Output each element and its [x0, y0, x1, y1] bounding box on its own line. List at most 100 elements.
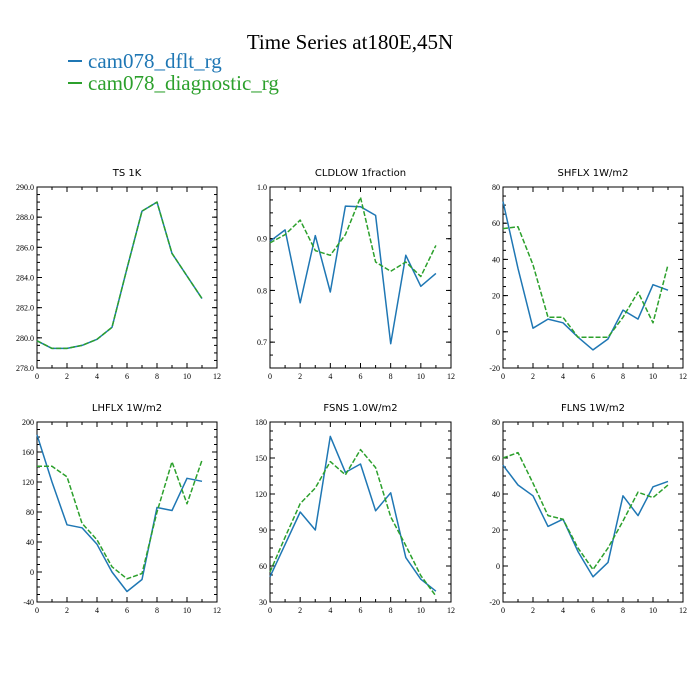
- y-tick-label-shflx: 20: [492, 292, 500, 301]
- x-tick-label-cldlow: 6: [359, 372, 363, 381]
- series-line-dflt-flns: [502, 464, 669, 578]
- x-tick-label-flns: 12: [679, 606, 687, 615]
- y-tick-label-ts: 288.0: [16, 213, 34, 222]
- y-tick-label-cldlow: 0.9: [257, 235, 267, 244]
- x-tick-label-ts: 2: [65, 372, 69, 381]
- y-tick-label-fsns: 30: [259, 598, 267, 607]
- chart-title-flns: FLNS 1W/m2: [561, 403, 625, 414]
- plot-frame-shflx: [502, 186, 684, 369]
- y-tick-label-lhflx: -40: [23, 598, 34, 607]
- x-tick-label-fsns: 10: [417, 606, 425, 615]
- series-line-diagnostic-flns: [502, 451, 669, 571]
- x-tick-label-lhflx: 4: [95, 606, 99, 615]
- y-tick-label-fsns: 60: [259, 562, 267, 571]
- y-tick-label-shflx: 0: [496, 328, 500, 337]
- x-tick-label-cldlow: 8: [389, 372, 393, 381]
- x-tick-label-lhflx: 8: [155, 606, 159, 615]
- chart-title-shflx: SHFLX 1W/m2: [558, 168, 629, 179]
- x-tick-label-cldlow: 2: [298, 372, 302, 381]
- y-tick-label-ts: 278.0: [16, 364, 34, 373]
- x-tick-label-shflx: 6: [591, 372, 595, 381]
- y-tick-label-cldlow: 0.7: [257, 338, 267, 347]
- x-tick-label-fsns: 12: [447, 606, 455, 615]
- y-tick-label-lhflx: 40: [26, 538, 34, 547]
- x-tick-label-shflx: 2: [531, 372, 535, 381]
- y-tick-label-flns: 40: [492, 490, 500, 499]
- x-tick-label-lhflx: 0: [35, 606, 39, 615]
- y-tick-label-lhflx: 80: [26, 508, 34, 517]
- series-line-diagnostic-cldlow: [269, 196, 437, 278]
- plot-frame-flns: [502, 421, 684, 603]
- y-tick-label-lhflx: 0: [30, 568, 34, 577]
- x-tick-label-shflx: 10: [649, 372, 657, 381]
- y-tick-label-flns: -20: [489, 598, 500, 607]
- series-line-dflt-ts: [36, 201, 203, 350]
- x-tick-label-flns: 4: [561, 606, 565, 615]
- y-tick-label-lhflx: 160: [22, 448, 34, 457]
- x-tick-label-ts: 12: [213, 372, 221, 381]
- series-line-diagnostic-lhflx: [37, 460, 203, 580]
- legend: cam078_dflt_rg cam078_diagnostic_rg: [68, 50, 279, 94]
- series-line-diagnostic-shflx: [502, 226, 669, 338]
- x-tick-label-lhflx: 12: [213, 606, 221, 615]
- legend-item-dflt: cam078_dflt_rg: [68, 50, 279, 72]
- chart-cldlow: CLDLOW 1fraction 0 2 4 6 8 10 12 0.7 0.8 0.9 1.0: [257, 168, 455, 381]
- series-line-diagnostic-ts: [36, 201, 203, 350]
- series-line-dflt-lhflx: [36, 434, 203, 593]
- x-tick-label-fsns: 6: [359, 606, 363, 615]
- legend-label-diagnostic: cam078_diagnostic_rg: [88, 71, 279, 95]
- x-tick-label-ts: 10: [183, 372, 191, 381]
- y-tick-label-shflx: -20: [489, 364, 500, 373]
- y-tick-label-flns: 60: [492, 454, 500, 463]
- x-tick-label-fsns: 0: [268, 606, 272, 615]
- plot-frame-lhflx: [36, 421, 218, 603]
- y-tick-label-lhflx: 120: [22, 478, 34, 487]
- x-tick-label-shflx: 0: [501, 372, 505, 381]
- x-tick-label-lhflx: 2: [65, 606, 69, 615]
- x-tick-label-shflx: 12: [679, 372, 687, 381]
- y-tick-label-ts: 284.0: [16, 274, 34, 283]
- y-tick-label-fsns: 90: [259, 526, 267, 535]
- x-tick-label-shflx: 4: [561, 372, 565, 381]
- chart-fsns: FSNS 1.0W/m2 0 2 4 6 8 10 12 30 60 90 120 150 180: [255, 403, 455, 615]
- plot-frame-ts: [36, 186, 218, 369]
- x-tick-label-shflx: 8: [621, 372, 625, 381]
- x-tick-label-flns: 0: [501, 606, 505, 615]
- y-tick-label-flns: 80: [492, 418, 500, 427]
- series-line-dflt-fsns: [269, 435, 437, 592]
- x-tick-label-flns: 2: [531, 606, 535, 615]
- y-tick-label-cldlow: 0.8: [257, 286, 267, 295]
- x-tick-label-fsns: 2: [298, 606, 302, 615]
- x-tick-label-ts: 8: [155, 372, 159, 381]
- x-tick-label-fsns: 4: [328, 606, 332, 615]
- series-line-dflt-cldlow: [269, 205, 437, 345]
- x-tick-label-fsns: 8: [389, 606, 393, 615]
- plot-frame-cldlow: [269, 186, 452, 369]
- chart-title-ts: TS 1K: [112, 168, 142, 179]
- y-tick-label-fsns: 120: [255, 490, 267, 499]
- x-tick-label-cldlow: 10: [417, 372, 425, 381]
- x-tick-label-lhflx: 6: [125, 606, 129, 615]
- y-tick-label-cldlow: 1.0: [257, 183, 267, 192]
- y-tick-label-ts: 290.0: [16, 183, 34, 192]
- chart-title-cldlow: CLDLOW 1fraction: [315, 168, 406, 179]
- x-tick-label-flns: 10: [649, 606, 657, 615]
- y-tick-label-shflx: 80: [492, 183, 500, 192]
- x-tick-label-cldlow: 0: [268, 372, 272, 381]
- y-tick-label-fsns: 180: [255, 418, 267, 427]
- x-tick-label-ts: 4: [95, 372, 99, 381]
- chart-title-fsns: FSNS 1.0W/m2: [323, 403, 397, 414]
- legend-swatch-dflt: [68, 60, 82, 62]
- x-tick-label-flns: 6: [591, 606, 595, 615]
- y-tick-label-ts: 286.0: [16, 243, 34, 252]
- y-tick-label-flns: 0: [496, 562, 500, 571]
- x-tick-label-flns: 8: [621, 606, 625, 615]
- x-tick-label-ts: 6: [125, 372, 129, 381]
- legend-label-dflt: cam078_dflt_rg: [88, 49, 222, 73]
- x-tick-label-cldlow: 12: [447, 372, 455, 381]
- x-tick-label-lhflx: 10: [183, 606, 191, 615]
- y-tick-label-shflx: 60: [492, 219, 500, 228]
